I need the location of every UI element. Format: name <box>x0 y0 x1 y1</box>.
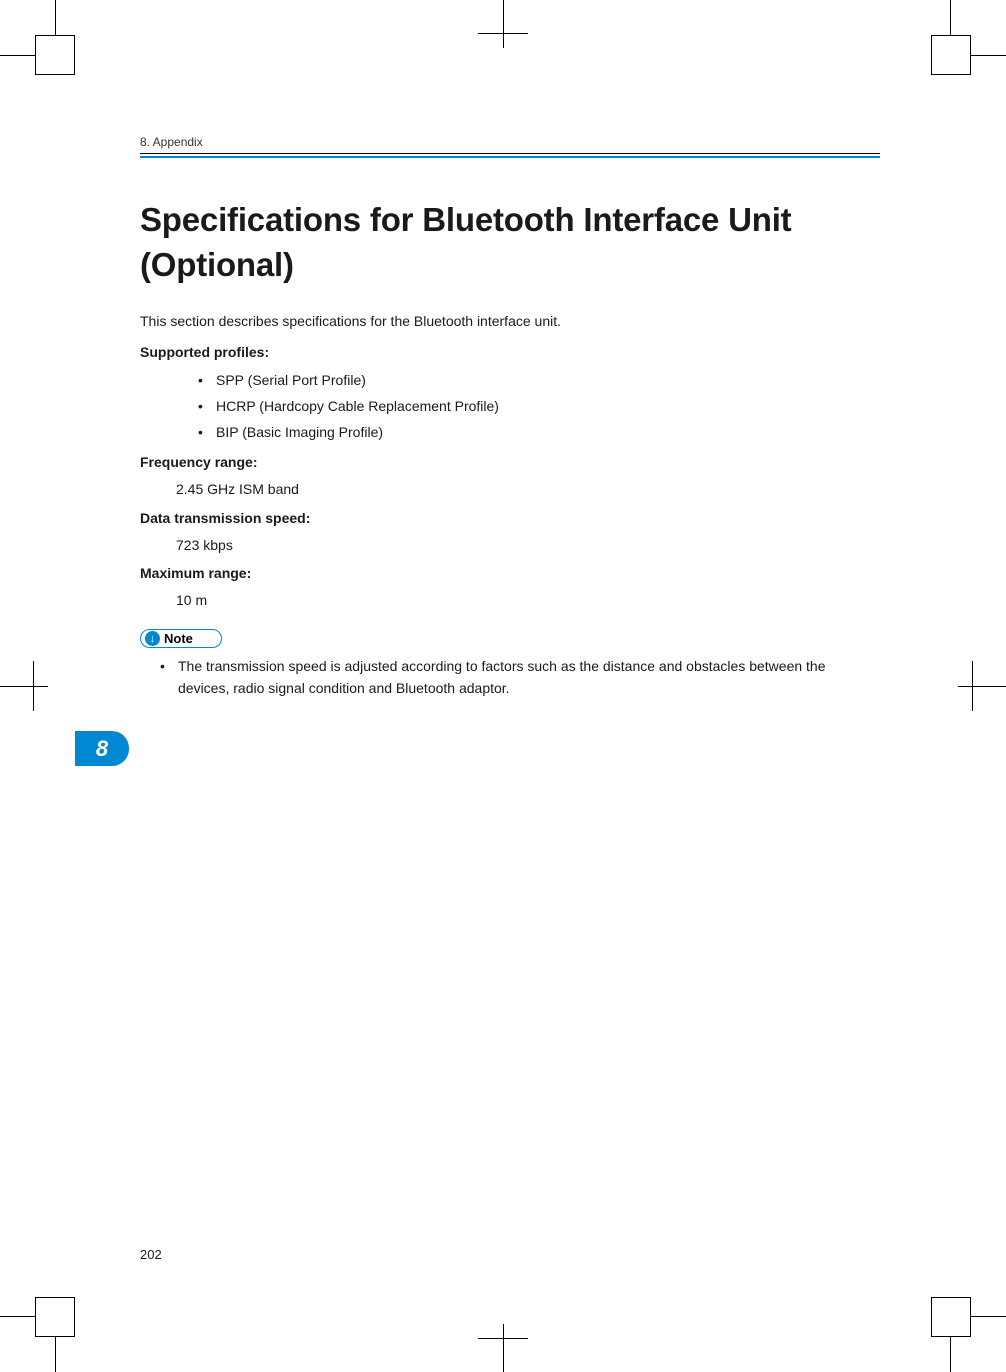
supported-profiles-label: Supported profiles: <box>140 344 880 360</box>
data-speed-label: Data transmission speed: <box>140 510 880 526</box>
frequency-range-value: 2.45 GHz ISM band <box>176 478 880 502</box>
crop-mark <box>966 55 1006 56</box>
down-arrow-icon: ↓ <box>145 631 160 646</box>
crop-mark <box>478 1338 528 1339</box>
chapter-tab: 8 <box>75 731 129 766</box>
crop-mark <box>55 0 56 40</box>
crop-mark <box>478 33 528 34</box>
crop-mark <box>33 661 34 711</box>
note-label: Note <box>164 631 193 646</box>
crop-mark <box>0 55 40 56</box>
note-badge: ↓ Note <box>140 629 222 648</box>
page-title: Specifications for Bluetooth Interface U… <box>140 198 880 287</box>
crop-box <box>931 1297 971 1337</box>
crop-mark <box>0 1316 40 1317</box>
page-number: 202 <box>140 1247 162 1262</box>
page-body: 8. Appendix Specifications for Bluetooth… <box>140 135 880 700</box>
note-list: The transmission speed is adjusted accor… <box>160 656 880 699</box>
crop-mark <box>0 686 48 687</box>
frequency-range-label: Frequency range: <box>140 454 880 470</box>
crop-box <box>35 1297 75 1337</box>
intro-text: This section describes specifications fo… <box>140 311 880 332</box>
crop-mark <box>55 1332 56 1372</box>
data-speed-value: 723 kbps <box>176 534 880 558</box>
list-item: HCRP (Hardcopy Cable Replacement Profile… <box>176 394 880 420</box>
max-range-value: 10 m <box>176 589 880 613</box>
list-item: BIP (Basic Imaging Profile) <box>176 420 880 446</box>
crop-mark <box>958 686 1006 687</box>
crop-mark <box>972 661 973 711</box>
crop-mark <box>950 0 951 40</box>
header-accent-rule <box>140 156 880 158</box>
list-item: SPP (Serial Port Profile) <box>176 368 880 394</box>
header-rule <box>140 153 880 154</box>
note-item: The transmission speed is adjusted accor… <box>160 656 880 699</box>
max-range-label: Maximum range: <box>140 565 880 581</box>
crop-mark <box>950 1332 951 1372</box>
crop-mark <box>503 1324 504 1372</box>
crop-mark <box>966 1316 1006 1317</box>
crop-mark <box>503 0 504 48</box>
supported-profiles-list: SPP (Serial Port Profile) HCRP (Hardcopy… <box>176 368 880 446</box>
crop-box <box>35 35 75 75</box>
crop-box <box>931 35 971 75</box>
chapter-tab-number: 8 <box>96 736 108 762</box>
chapter-header: 8. Appendix <box>140 135 880 149</box>
